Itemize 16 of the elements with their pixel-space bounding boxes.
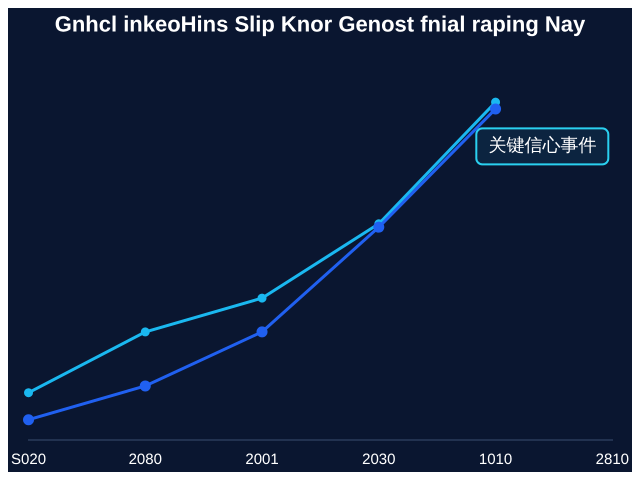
annotation: 关键信心事件 [488, 135, 596, 156]
point [140, 380, 151, 392]
x-tick-label: 2030 [362, 451, 396, 468]
x-tick-label: 1010 [478, 451, 512, 468]
point [490, 103, 502, 114]
point [140, 327, 150, 336]
x-tick-label: 2080 [128, 451, 162, 468]
point [24, 388, 34, 398]
point [258, 294, 267, 303]
point [23, 414, 34, 426]
point [256, 326, 268, 338]
x-tick-label: S020 [10, 451, 46, 468]
x-tick-label: 2810 [596, 451, 630, 468]
chart-title: Gnhcl inkeoHins Slip Knor Genost fnial raping Nay [54, 11, 586, 36]
x-tick-label: 2001 [245, 451, 279, 468]
point [373, 222, 384, 233]
